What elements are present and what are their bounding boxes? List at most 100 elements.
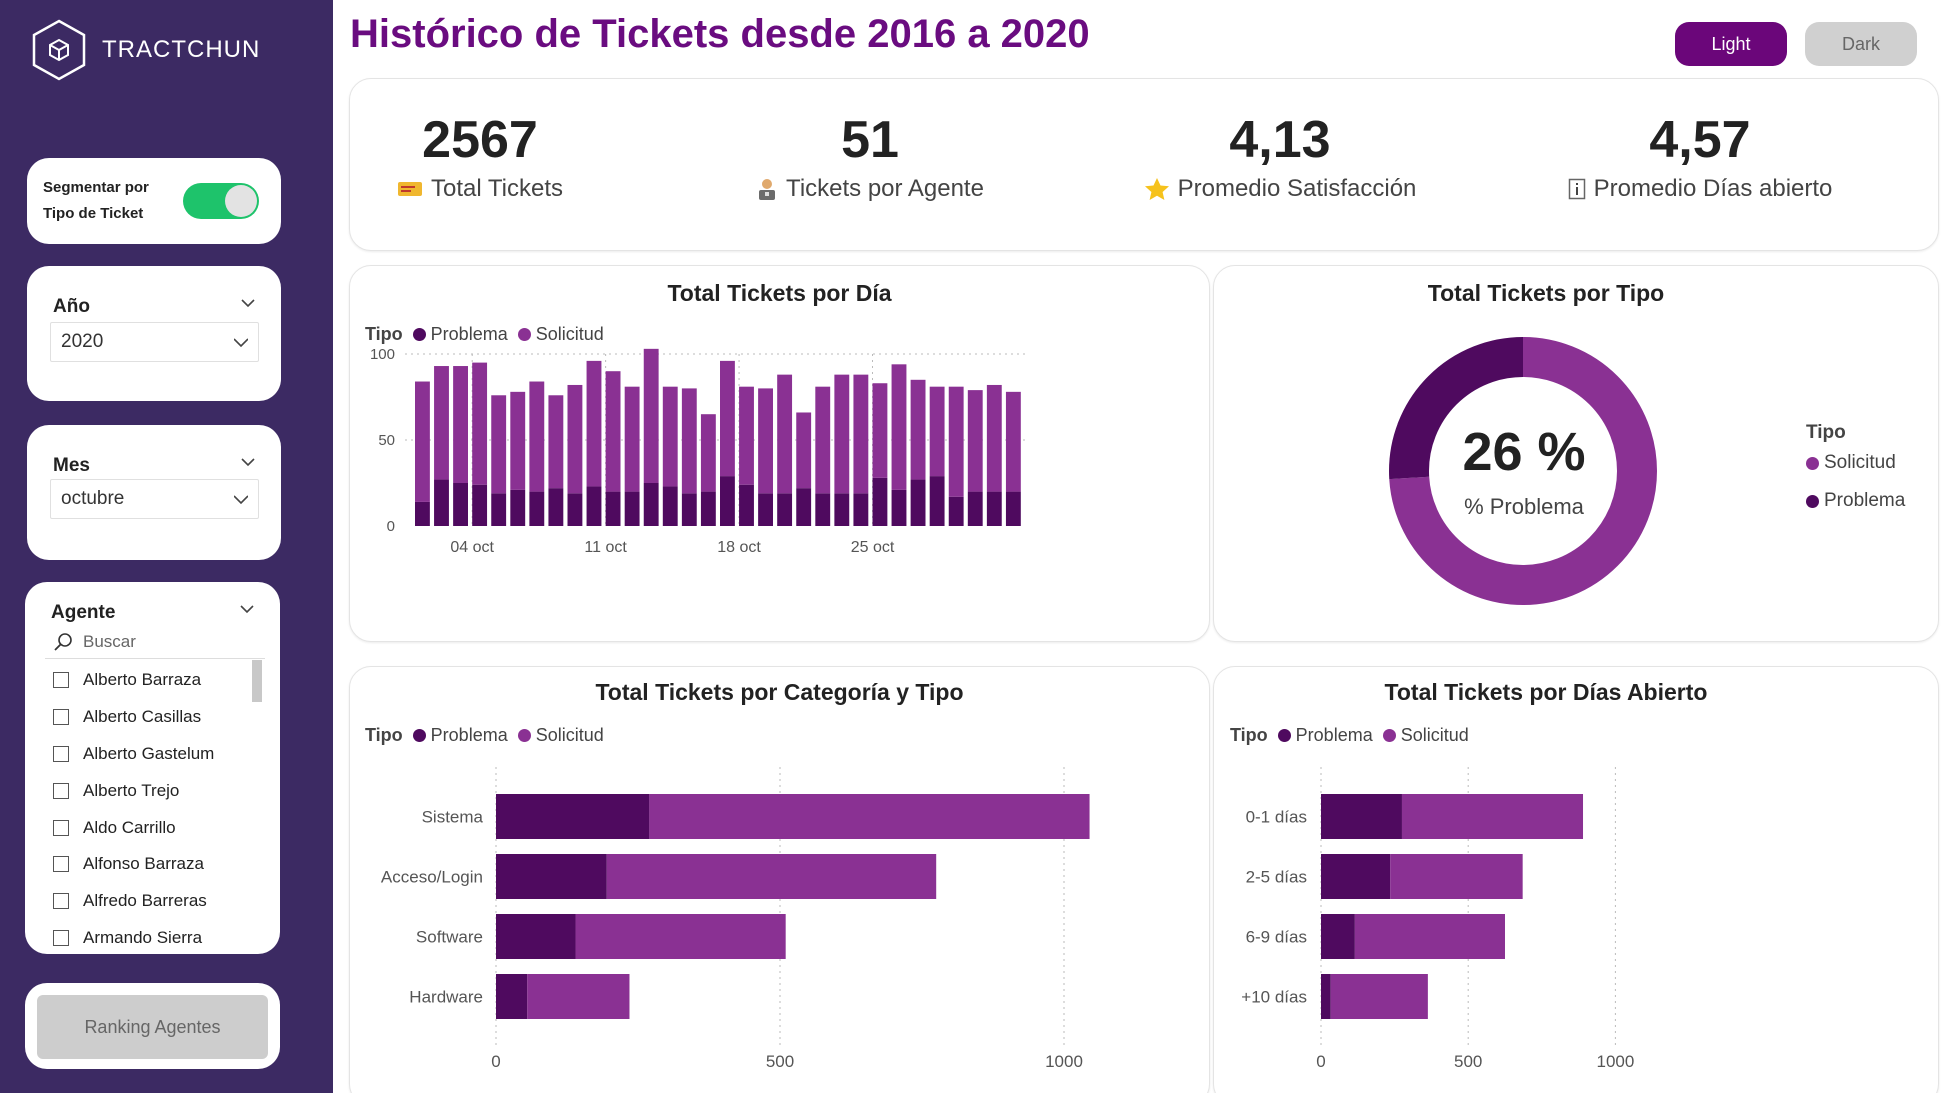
chart-legend: Tipo Problema Solicitud bbox=[365, 324, 614, 345]
checkbox[interactable] bbox=[53, 672, 69, 689]
agent-list-item[interactable]: Alberto Barraza bbox=[53, 662, 280, 699]
mes-title: Mes bbox=[53, 455, 90, 476]
ticket-icon bbox=[397, 180, 423, 198]
bar-problema bbox=[986, 491, 1002, 526]
x-tick-label: 500 bbox=[766, 1052, 794, 1071]
bar-solicitud bbox=[720, 360, 735, 477]
legend-item-solicitud[interactable]: Solicitud bbox=[517, 725, 604, 746]
x-tick-label: 500 bbox=[1454, 1052, 1482, 1071]
bar-solicitud bbox=[624, 386, 640, 492]
dark-theme-button[interactable]: Dark bbox=[1805, 22, 1917, 66]
chart-title: Total Tickets por Categoría y Tipo bbox=[595, 679, 964, 705]
bar-problema bbox=[739, 484, 754, 526]
bar-solicitud bbox=[1390, 854, 1523, 899]
legend-item-problema[interactable]: Problema bbox=[412, 324, 508, 345]
agent-list-item[interactable]: Alberto Trejo bbox=[53, 772, 280, 809]
bar-problema bbox=[872, 477, 888, 526]
chevron-down-icon[interactable] bbox=[240, 602, 254, 616]
bar-problema bbox=[1321, 914, 1355, 959]
legend-title: Tipo bbox=[1806, 422, 1846, 443]
legend-item-problema[interactable]: Problema bbox=[412, 725, 508, 746]
mes-slicer: Mes octubre bbox=[27, 425, 281, 560]
anio-dropdown[interactable]: 2020 bbox=[50, 322, 259, 362]
legend-title: Tipo bbox=[1230, 725, 1268, 745]
donut-center-label: % Problema bbox=[1464, 494, 1584, 519]
bar-solicitud bbox=[700, 414, 716, 492]
legend-item-problema[interactable]: Problema bbox=[1806, 490, 1905, 512]
bar-solicitud bbox=[834, 374, 850, 494]
legend-item-solicitud[interactable]: Solicitud bbox=[1806, 452, 1905, 474]
bar-solicitud bbox=[815, 386, 831, 494]
ranking-agentes-button[interactable]: Ranking Agentes bbox=[37, 995, 268, 1059]
scrollbar[interactable] bbox=[252, 660, 262, 702]
x-tick-label: 11 oct bbox=[584, 539, 627, 556]
categoria-bar-chart: 0 500 1000 Sistema Acceso/Login Software Hardw… bbox=[381, 767, 1090, 1071]
logo: TRACTCHUN bbox=[30, 10, 280, 90]
bar-problema bbox=[796, 488, 812, 526]
segmentar-label-line2: Tipo de Ticket bbox=[43, 205, 144, 222]
star-icon bbox=[1144, 177, 1170, 201]
bar-problema bbox=[496, 974, 528, 1019]
x-tick-label: 1000 bbox=[1596, 1052, 1634, 1071]
bar-solicitud bbox=[910, 379, 926, 480]
bar-problema bbox=[415, 501, 430, 526]
chevron-down-icon[interactable] bbox=[241, 296, 255, 310]
legend-item-solicitud[interactable]: Solicitud bbox=[1382, 725, 1469, 746]
bar-problema bbox=[681, 493, 697, 526]
bar-problema bbox=[1005, 491, 1021, 526]
category-label: +10 días bbox=[1241, 988, 1307, 1007]
chart-title: Total Tickets por Días Abierto bbox=[1384, 679, 1708, 705]
bar-problema bbox=[510, 489, 526, 526]
agent-list-item[interactable]: Alberto Casillas bbox=[53, 699, 280, 736]
kpi-label: Total Tickets bbox=[430, 175, 564, 202]
legend-item-problema[interactable]: Problema bbox=[1277, 725, 1373, 746]
checkbox[interactable] bbox=[53, 929, 69, 946]
bar-solicitud bbox=[1330, 974, 1428, 1019]
agent-list-item[interactable]: Alfredo Barreras bbox=[53, 883, 280, 920]
agente-slicer: Agente Buscar Alberto Barraza Alberto Cas… bbox=[25, 582, 280, 954]
bar-problema bbox=[643, 483, 659, 526]
agent-name: Alfonso Barraza bbox=[83, 854, 204, 874]
segmentar-toggle[interactable] bbox=[183, 183, 259, 219]
agent-name: Alfredo Barreras bbox=[83, 891, 207, 911]
agent-list-item[interactable]: Armando Sierra bbox=[53, 920, 280, 954]
kpi-value: 51 bbox=[841, 111, 899, 169]
anio-value: 2020 bbox=[61, 331, 104, 352]
mes-dropdown[interactable]: octubre bbox=[50, 479, 259, 519]
bar-solicitud bbox=[434, 366, 449, 480]
agent-name: Alberto Casillas bbox=[83, 707, 202, 727]
segmentar-label: Segmentar por Tipo de Ticket bbox=[43, 175, 173, 227]
agente-search[interactable]: Buscar bbox=[53, 632, 136, 652]
kpi-label: Promedio Satisfacción bbox=[1177, 175, 1417, 202]
y-tick-label: 50 bbox=[378, 432, 395, 449]
kpi-tickets-agente: 51 Tickets por Agente bbox=[730, 109, 1010, 203]
checkbox[interactable] bbox=[53, 782, 69, 799]
bar-solicitud bbox=[1354, 914, 1505, 959]
checkbox[interactable] bbox=[53, 819, 69, 836]
bar-solicitud bbox=[453, 366, 468, 483]
bar-solicitud bbox=[415, 381, 430, 502]
agent-list-item[interactable]: Aldo Carrillo bbox=[53, 809, 280, 846]
legend-label: Solicitud bbox=[1400, 725, 1469, 745]
bar-solicitud bbox=[796, 412, 812, 489]
anio-slicer: Año 2020 bbox=[27, 266, 281, 401]
x-tick-label: 25 oct bbox=[851, 539, 895, 556]
checkbox[interactable] bbox=[53, 745, 69, 762]
legend-item-solicitud[interactable]: Solicitud bbox=[517, 324, 604, 345]
kpi-satisfaccion: 4,13 Promedio Satisfacción bbox=[1130, 109, 1430, 203]
segmentar-card: Segmentar por Tipo de Ticket bbox=[27, 158, 281, 244]
light-theme-button[interactable]: Light bbox=[1675, 22, 1787, 66]
bar-solicitud bbox=[758, 388, 773, 494]
legend-title: Tipo bbox=[365, 324, 403, 344]
category-label: Acceso/Login bbox=[381, 868, 483, 887]
bar-problema bbox=[967, 491, 983, 526]
checkbox[interactable] bbox=[53, 893, 69, 910]
checkbox[interactable] bbox=[53, 709, 69, 726]
bar-problema bbox=[605, 491, 621, 526]
agent-list-item[interactable]: Alberto Gastelum bbox=[53, 736, 280, 773]
chevron-down-icon[interactable] bbox=[241, 455, 255, 469]
agent-list-item[interactable]: Alfonso Barraza bbox=[53, 846, 280, 883]
bar-problema bbox=[567, 493, 583, 526]
checkbox[interactable] bbox=[53, 856, 69, 873]
bar-problema bbox=[548, 488, 564, 526]
